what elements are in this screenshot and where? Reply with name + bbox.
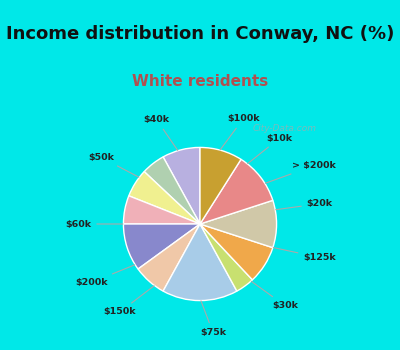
Wedge shape [124,196,200,224]
Wedge shape [138,224,200,291]
Text: $200k: $200k [76,265,135,287]
Wedge shape [200,159,273,224]
Wedge shape [129,172,200,224]
Text: $60k: $60k [65,219,123,229]
Wedge shape [200,224,252,291]
Text: $50k: $50k [88,153,139,177]
Wedge shape [144,157,200,224]
Wedge shape [200,147,241,224]
Text: $100k: $100k [220,114,260,150]
Text: City-Data.com: City-Data.com [252,124,316,133]
Wedge shape [163,147,200,224]
Text: $10k: $10k [248,134,293,163]
Text: $150k: $150k [104,286,154,316]
Text: $75k: $75k [200,301,226,337]
Wedge shape [124,224,200,269]
Text: $20k: $20k [276,199,333,210]
Wedge shape [200,224,273,280]
Text: White residents: White residents [132,75,268,89]
Wedge shape [163,224,237,301]
Wedge shape [200,200,276,248]
Text: $30k: $30k [251,281,298,310]
Text: $40k: $40k [144,115,178,150]
Text: > $200k: > $200k [265,161,336,183]
Text: Income distribution in Conway, NC (%): Income distribution in Conway, NC (%) [6,25,394,43]
Text: $125k: $125k [273,247,336,262]
